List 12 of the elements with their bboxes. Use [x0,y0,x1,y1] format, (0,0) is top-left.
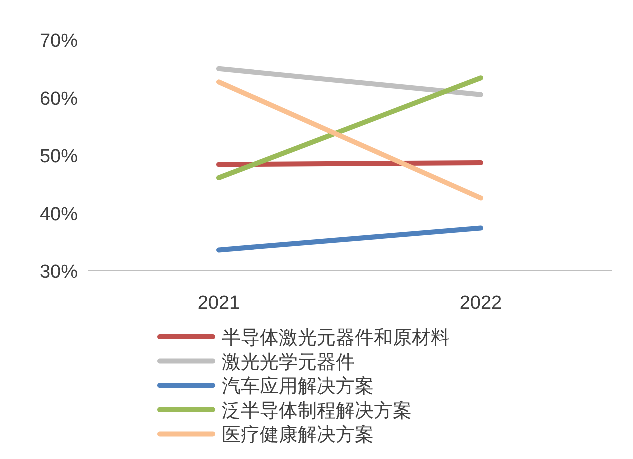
x-tick-label: 2022 [460,293,502,314]
legend-label: 半导体激光元器件和原材料 [222,328,450,349]
legend-label: 医疗健康解决方案 [222,424,374,446]
y-tick-label: 40% [40,204,78,226]
legend-label: 激光光学元器件 [222,352,355,374]
x-tick-label: 2021 [198,293,240,314]
y-tick-label: 60% [40,88,78,110]
legend-label: 汽车应用解决方案 [222,376,374,398]
y-tick-label: 70% [40,31,78,52]
legend-label: 泛半导体制程解决方案 [222,400,412,422]
y-tick-label: 50% [40,146,78,168]
y-tick-label: 30% [40,262,78,283]
